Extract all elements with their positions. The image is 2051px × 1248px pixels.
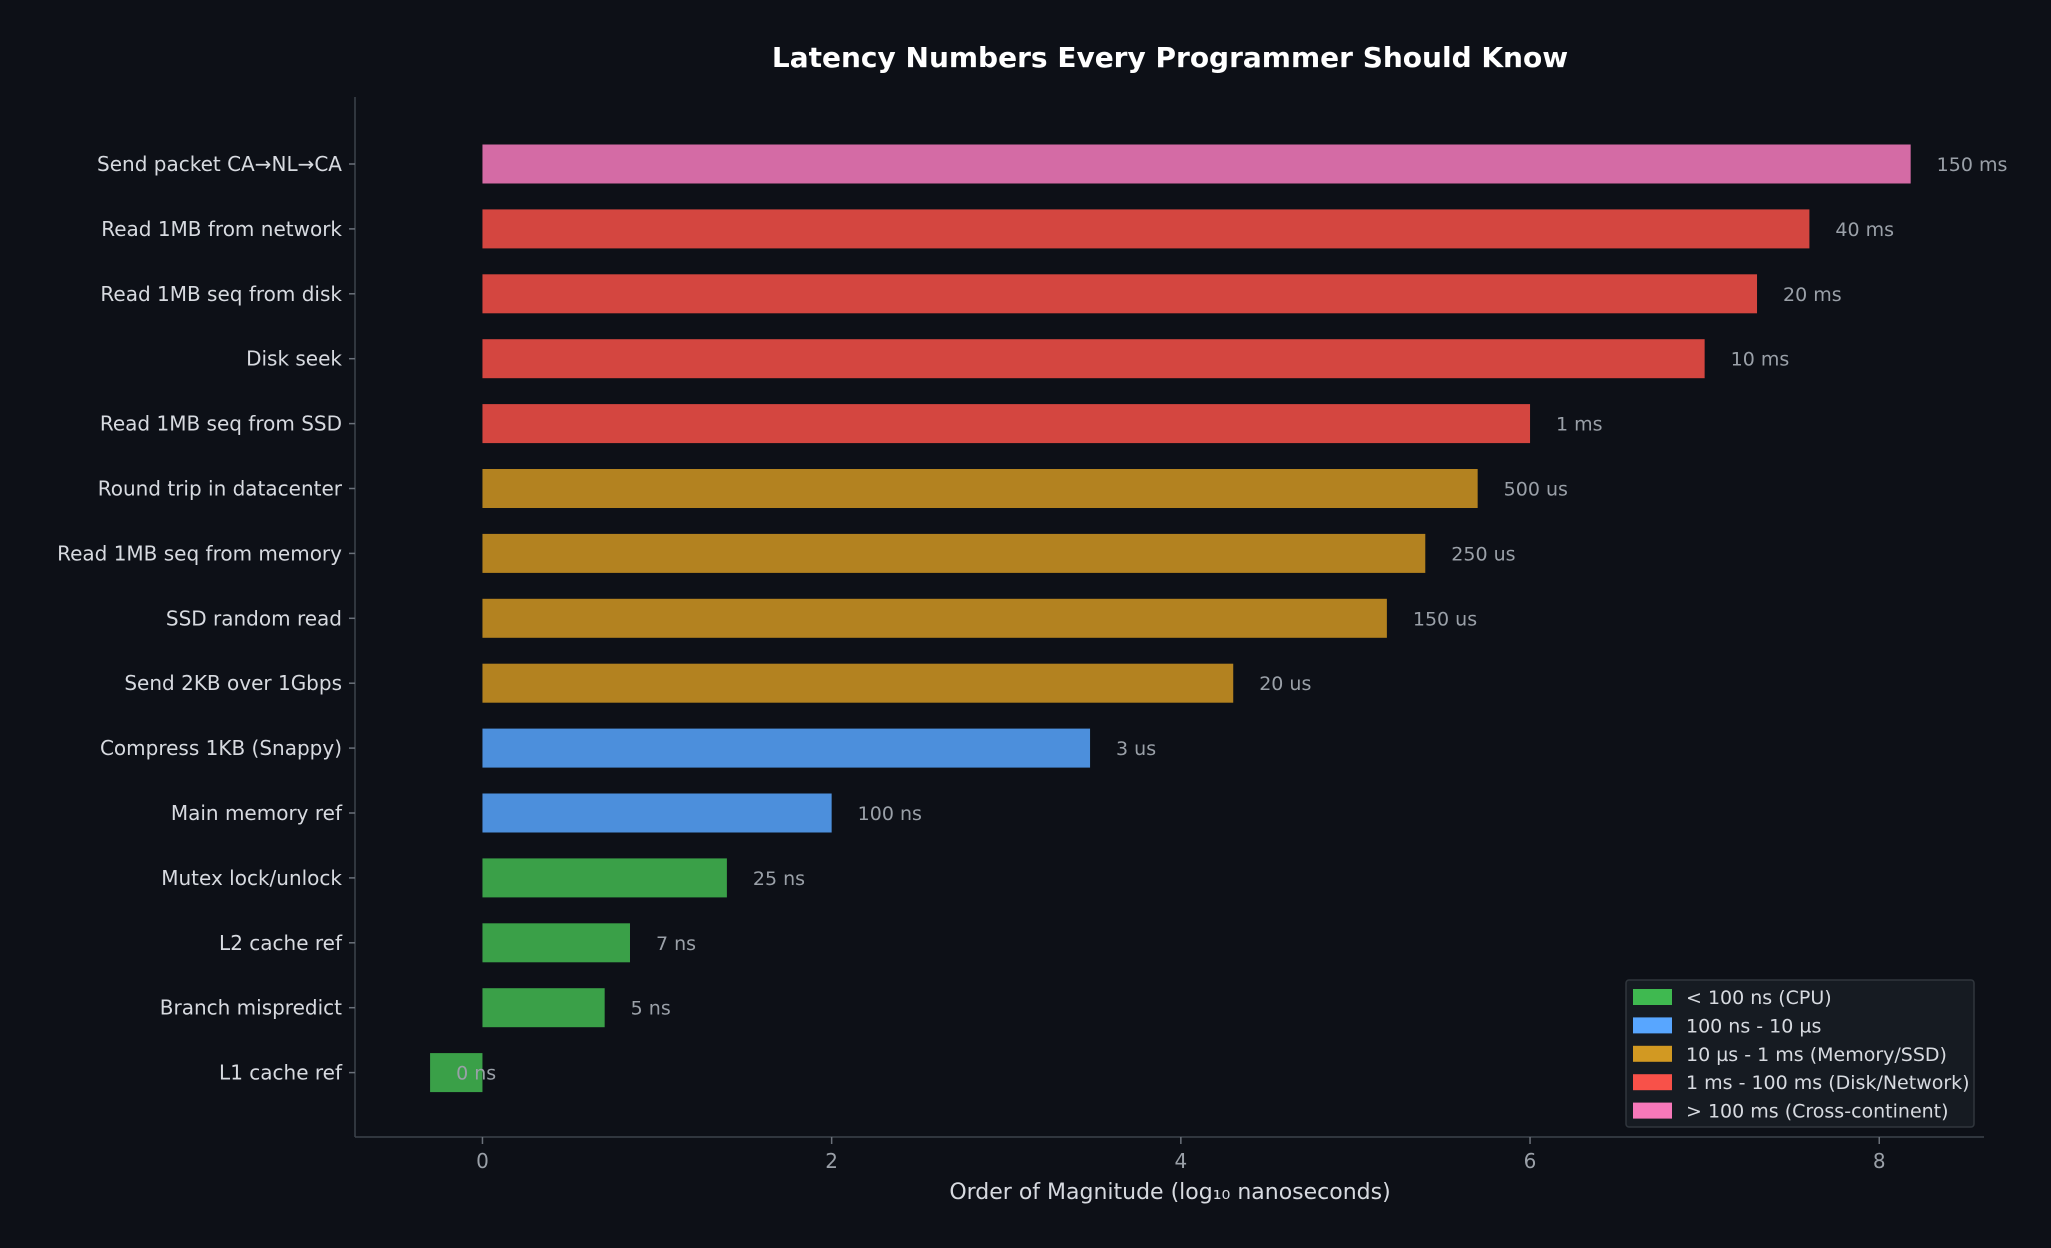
legend-label: < 100 ns (CPU) bbox=[1686, 987, 1832, 1009]
bar bbox=[482, 274, 1758, 314]
data-label: 1 ms bbox=[1556, 414, 1603, 436]
x-tick-label: 6 bbox=[1524, 1149, 1537, 1173]
data-label: 5 ns bbox=[631, 998, 671, 1020]
category-label: Read 1MB from network bbox=[101, 217, 342, 241]
data-label: 20 ms bbox=[1783, 284, 1842, 306]
bar bbox=[482, 793, 832, 833]
bar bbox=[482, 339, 1705, 379]
category-label: Main memory ref bbox=[171, 801, 343, 825]
data-label: 40 ms bbox=[1835, 219, 1894, 241]
bar bbox=[482, 533, 1426, 573]
category-label: SSD random read bbox=[166, 606, 342, 630]
bar bbox=[482, 923, 630, 963]
category-label: Branch mispredict bbox=[160, 996, 342, 1020]
x-tick-label: 4 bbox=[1174, 1149, 1187, 1173]
x-tick-label: 8 bbox=[1873, 1149, 1886, 1173]
category-label: Read 1MB seq from disk bbox=[100, 282, 342, 306]
category-label: Read 1MB seq from SSD bbox=[100, 412, 342, 436]
category-label: L1 cache ref bbox=[219, 1061, 343, 1085]
legend-swatch bbox=[1633, 1045, 1672, 1062]
bars-group bbox=[430, 144, 1911, 1093]
legend-items: < 100 ns (CPU) 100 ns - 10 µs 10 µs - 1 ms… bbox=[1633, 987, 1970, 1123]
data-label: 25 ns bbox=[753, 868, 805, 890]
legend-swatch bbox=[1633, 1102, 1672, 1119]
data-label: 0 ns bbox=[456, 1063, 496, 1085]
x-tick-label: 0 bbox=[476, 1149, 489, 1173]
legend: < 100 ns (CPU) 100 ns - 10 µs 10 µs - 1 ms… bbox=[1625, 979, 1975, 1128]
bar bbox=[482, 598, 1387, 638]
bar bbox=[482, 858, 727, 898]
data-label: 3 us bbox=[1116, 738, 1156, 760]
bar bbox=[482, 988, 605, 1028]
category-label: Round trip in datacenter bbox=[98, 477, 343, 501]
data-label: 100 ns bbox=[858, 803, 922, 825]
x-axis-label: Order of Magnitude (log₁₀ nanoseconds) bbox=[949, 1180, 1390, 1205]
bar bbox=[482, 404, 1531, 444]
legend-swatch bbox=[1633, 1017, 1672, 1034]
bar bbox=[482, 728, 1091, 768]
bar bbox=[482, 663, 1234, 703]
data-label: 7 ns bbox=[656, 933, 696, 955]
category-label: Send 2KB over 1Gbps bbox=[124, 671, 342, 695]
data-label: 20 us bbox=[1259, 673, 1311, 695]
data-label: 150 ms bbox=[1937, 154, 2008, 176]
bar bbox=[482, 209, 1810, 249]
data-label: 10 ms bbox=[1731, 349, 1790, 371]
category-label: Mutex lock/unlock bbox=[161, 866, 342, 890]
legend-label: 10 µs - 1 ms (Memory/SSD) bbox=[1686, 1044, 1947, 1066]
x-tick-label: 2 bbox=[825, 1149, 838, 1173]
bar bbox=[430, 1053, 483, 1093]
bar bbox=[482, 144, 1911, 184]
category-label: Read 1MB seq from memory bbox=[57, 541, 342, 565]
legend-swatch bbox=[1633, 989, 1672, 1005]
data-label: 500 us bbox=[1504, 479, 1568, 501]
category-label: Send packet CA→NL→CA bbox=[97, 152, 342, 176]
bar bbox=[482, 469, 1478, 508]
category-label: L2 cache ref bbox=[219, 931, 343, 955]
legend-label: 1 ms - 100 ms (Disk/Network) bbox=[1686, 1072, 1970, 1094]
legend-label: > 100 ms (Cross-continent) bbox=[1686, 1101, 1949, 1123]
legend-swatch bbox=[1633, 1074, 1672, 1091]
legend-label: 100 ns - 10 µs bbox=[1686, 1015, 1821, 1037]
data-label: 150 us bbox=[1413, 608, 1477, 630]
chart-title: Latency Numbers Every Programmer Should … bbox=[772, 41, 1568, 74]
category-label: Disk seek bbox=[246, 347, 342, 371]
data-label: 250 us bbox=[1451, 543, 1515, 565]
data-labels: 150 ms 40 ms 20 ms 10 ms 1 ms 500 us 250 us 150… bbox=[456, 154, 2007, 1085]
x-ticks: 0 2 4 6 8 bbox=[476, 1137, 1886, 1173]
category-labels: Send packet CA→NL→CA Read 1MB from networ… bbox=[57, 152, 355, 1085]
legend-box bbox=[1625, 979, 1975, 1128]
category-label: Compress 1KB (Snappy) bbox=[100, 736, 342, 760]
